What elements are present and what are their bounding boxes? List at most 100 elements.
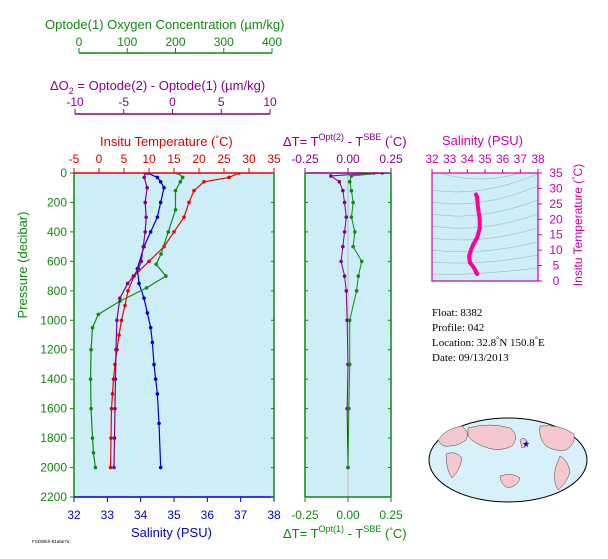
location: Location: 32.8°N 150.8°E	[432, 335, 545, 349]
ts-temperature-tick-label: 35	[549, 166, 563, 180]
temperature-point	[109, 436, 113, 440]
dT_opt2-point	[341, 188, 345, 193]
oxygen-point	[178, 180, 183, 184]
pressure-tick-label: 600	[47, 254, 67, 268]
delta-o2-tick-label: -10	[66, 95, 84, 109]
delta-t-series	[329, 173, 385, 470]
temperature-point	[123, 303, 127, 308]
temperature-point	[109, 406, 114, 411]
ts-point	[468, 248, 473, 253]
delta-t-tick-label: 0.25	[379, 152, 403, 166]
oxygen-point	[164, 274, 168, 278]
temperature-point	[227, 175, 231, 180]
salinity-point	[158, 465, 163, 470]
pressure-tick-label: 200	[47, 195, 67, 209]
delta-o2-tick-label: -5	[118, 95, 129, 109]
delta_o2-point	[118, 296, 122, 300]
salinity-point	[152, 362, 156, 367]
float-location-marker: ★	[522, 439, 530, 449]
world-map: ★	[428, 417, 588, 503]
oxygen-point	[89, 406, 93, 411]
dT_opt2-point	[342, 274, 347, 278]
oxygen-point	[90, 325, 95, 330]
delta_o2-point	[114, 347, 118, 352]
oxygen-point	[89, 347, 93, 352]
delta-t-opt2-title: ΔT= TOpt(2) - TSBE (°C)	[283, 132, 407, 149]
oxygen-point	[159, 252, 163, 256]
dT_opt2-point	[329, 174, 333, 178]
salinity-tick-label: 34	[134, 508, 148, 522]
ts-salinity-title: Salinity (PSU)	[442, 133, 523, 148]
temperature-point	[117, 333, 121, 337]
oxygen-point	[93, 465, 98, 470]
ts-temperature-title: Insitu Temperature (°C)	[571, 164, 585, 286]
delta_o2-point	[125, 281, 130, 286]
ts-point	[467, 260, 472, 265]
date: Date: 09/13/2013	[432, 352, 509, 364]
dT_opt2-point	[344, 215, 349, 219]
salinity-point	[142, 296, 146, 300]
ts-point	[477, 226, 482, 231]
dT_opt1-point	[349, 215, 354, 219]
dT_opt1-point	[347, 180, 352, 184]
dT_opt1-point	[349, 174, 354, 178]
salinity-point	[137, 281, 141, 286]
delta-t-tick-label: -0.25	[291, 508, 319, 522]
pressure-tick-label: 2000	[40, 461, 67, 475]
delta-t-tick-label: 0.00	[336, 508, 360, 522]
ts-point	[471, 265, 476, 270]
temperature-tick-label: 25	[217, 152, 231, 166]
ts-point	[477, 217, 482, 222]
salinity-point	[150, 340, 155, 345]
salinity-tick-label: 38	[267, 508, 281, 522]
pressure-tick-label: 1200	[40, 343, 67, 357]
main-plot-background	[74, 173, 274, 497]
dT_opt2-point	[342, 200, 347, 205]
ts-temperature-tick-label: 30	[549, 181, 563, 195]
dT_opt1-point	[349, 188, 354, 193]
temperature-tick-label: 10	[142, 152, 156, 166]
dT_opt1-point	[351, 244, 355, 249]
ts-salinity-tick-label: 34	[461, 152, 475, 166]
pressure-axis-title: Pressure (decibar)	[15, 212, 30, 319]
dT_opt2-point	[337, 180, 342, 184]
ts-salinity-tick-label: 38	[531, 152, 545, 166]
salinity-point	[162, 185, 166, 190]
ts-salinity-tick-label: 36	[496, 152, 510, 166]
ts-point	[471, 241, 476, 246]
footer-note: FSD/Bldr-81a5e7a	[32, 539, 70, 544]
delta_o2-point	[131, 274, 136, 278]
temperature-tick-label: 5	[121, 152, 128, 166]
ts-temperature-tick-label: 5	[553, 259, 560, 273]
ts-point	[475, 204, 480, 209]
ts-salinity-tick-label: 35	[478, 152, 492, 166]
temperature-point	[192, 188, 196, 193]
dT_opt1-point	[359, 259, 364, 264]
temperature-point	[126, 289, 130, 293]
ts-point	[475, 195, 480, 200]
salinity-axis-title: Salinity (PSU)	[131, 525, 212, 540]
oxygen-tick-label: 0	[76, 35, 83, 49]
pressure-tick-label: 0	[60, 166, 67, 180]
dT_opt2-point	[345, 318, 349, 323]
salinity-tick-label: 37	[234, 508, 248, 522]
dT_opt1-point	[353, 230, 357, 234]
dT_opt1-point	[347, 362, 352, 367]
dT_opt1-point	[347, 318, 352, 323]
pressure-tick-label: 1000	[40, 313, 67, 327]
ts-temperature-tick-label: 15	[549, 228, 563, 242]
ts-temperature-tick-label: 0	[553, 274, 560, 288]
temperature-tick-label: 30	[242, 152, 256, 166]
oxygen-tick-label: 100	[117, 35, 137, 49]
salinity-point	[155, 175, 160, 180]
salinity-point	[157, 421, 161, 426]
oxygen-tick-label: 200	[165, 35, 185, 49]
delta-t-tick-label: 0.00	[336, 152, 360, 166]
delta_o2-point	[112, 465, 116, 470]
pressure-tick-label: 800	[47, 284, 67, 298]
delta_o2-point	[142, 175, 147, 180]
pressure-tick-label: 400	[47, 225, 67, 239]
delta-t-opt1-title: ΔT= TOpt(1) - TSBE (°C)	[283, 524, 407, 541]
oxygen-tick-label: 300	[214, 35, 234, 49]
